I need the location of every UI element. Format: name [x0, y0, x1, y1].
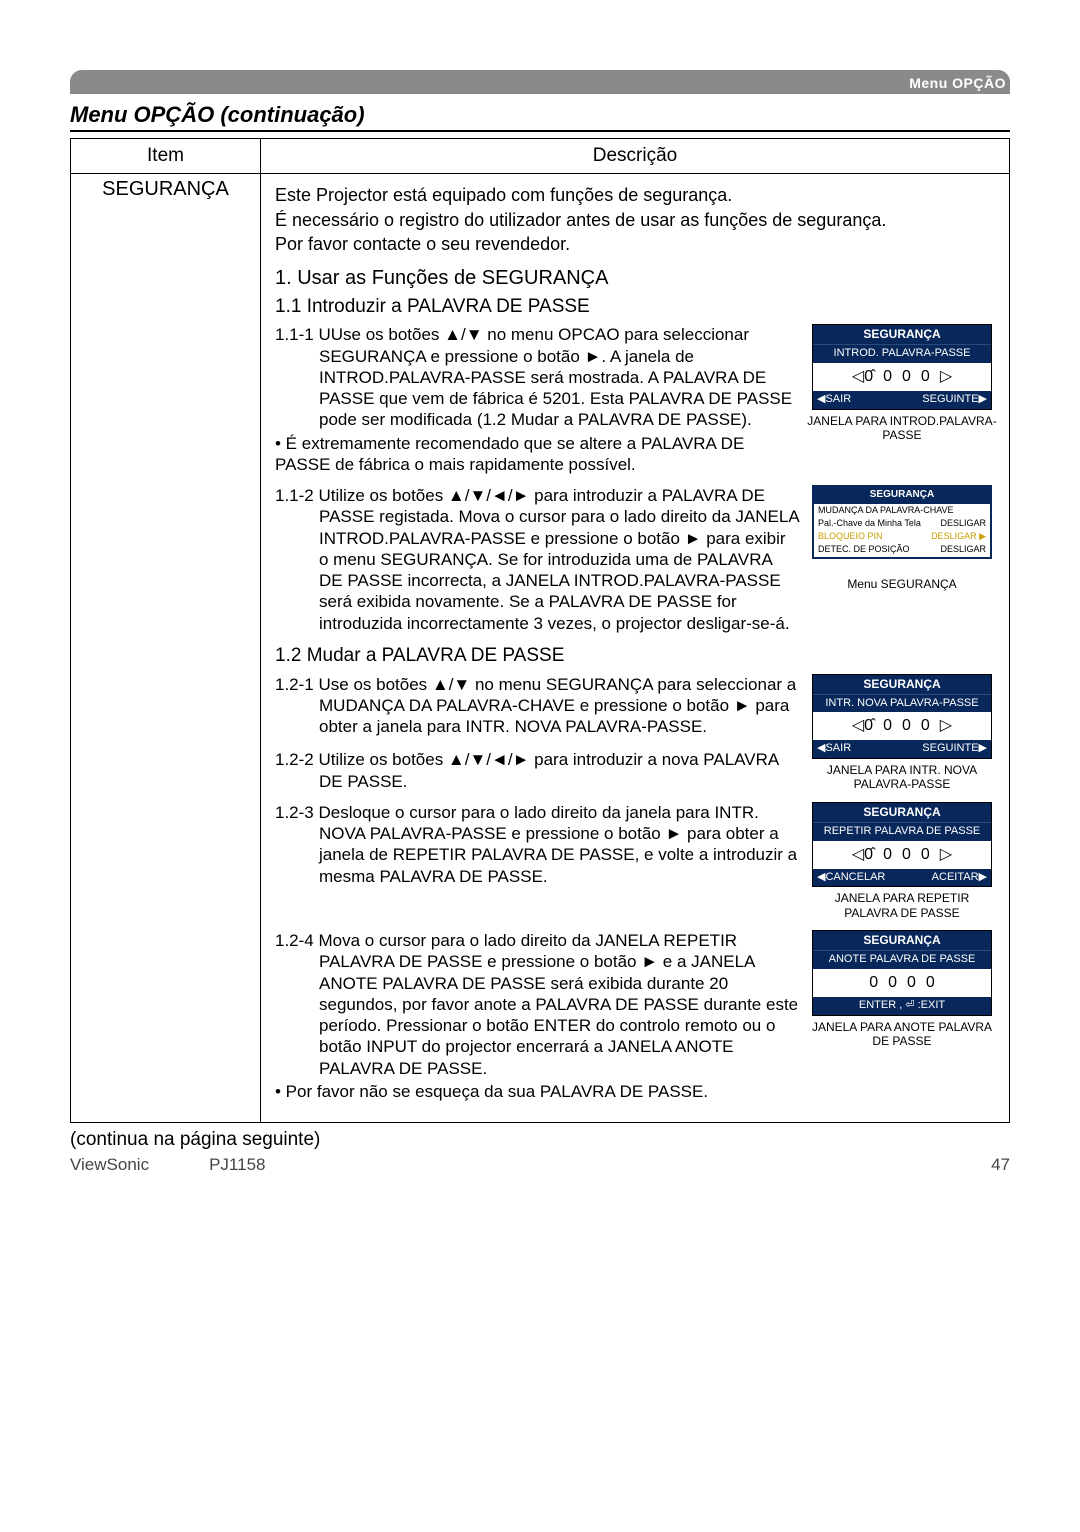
- menu-badge: Menu OPÇÃO: [909, 75, 1006, 91]
- step-text: Desloque o cursor para o lado direito da…: [318, 803, 797, 886]
- w-title: SEGURANÇA: [813, 325, 991, 344]
- widget-introd-passe: SEGURANÇA INTROD. PALAVRA-PASSE ◁0̂ 0 0 …: [812, 324, 992, 410]
- header-bar: Menu OPÇÃO: [70, 70, 1010, 94]
- heading-1-2: 1.2 Mudar a PALAVRA DE PASSE: [275, 644, 997, 668]
- step-num: 1.2-2: [275, 750, 314, 769]
- footer-model: PJ1158: [209, 1155, 265, 1175]
- w-caption: JANELA PARA INTROD.PALAVRA-PASSE: [807, 414, 997, 443]
- section-title: Menu OPÇÃO (continuação): [70, 102, 1010, 132]
- widget-anote-passe: SEGURANÇA ANOTE PALAVRA DE PASSE 0 0 0 0…: [812, 930, 992, 1016]
- main-table: Item Descrição SEGURANÇA Este Projector …: [70, 138, 1010, 1123]
- step-bullet: • É extremamente recomendado que se alte…: [275, 433, 799, 476]
- desc-cell: Este Projector está equipado com funções…: [261, 174, 1010, 1123]
- w-digits: ◁0̂ 0 0 0▷: [813, 363, 991, 391]
- step-text: Use os botões ▲/▼ no menu SEGURANÇA para…: [318, 675, 796, 737]
- intro-l2: É necessário o registro do utilizador an…: [275, 209, 997, 232]
- step-text: Mova o cursor para o lado direito da JAN…: [318, 931, 798, 1078]
- footer-brand: ViewSonic: [70, 1155, 149, 1175]
- step-1-2-3: 1.2-3 Desloque o cursor para o lado dire…: [275, 802, 997, 920]
- intro-l3: Por favor contacte o seu revendedor.: [275, 233, 997, 256]
- step-1-2-1: 1.2-1 Use os botões ▲/▼ no menu SEGURANÇ…: [275, 674, 997, 792]
- col-desc: Descrição: [261, 139, 1010, 174]
- m-title: SEGURANÇA: [814, 487, 990, 504]
- step-1-2-4: 1.2-4 Mova o cursor para o lado direito …: [275, 930, 997, 1102]
- m-caption: Menu SEGURANÇA: [807, 577, 997, 591]
- step-num: 1.2-3: [275, 803, 314, 822]
- w-right: SEGUINTE▶: [902, 391, 991, 409]
- widget-nova-passe: SEGURANÇA INTR. NOVA PALAVRA-PASSE ◁0̂ 0…: [812, 674, 992, 760]
- w-left: ◀SAIR: [813, 391, 902, 409]
- heading-1-1: 1.1 Introduzir a PALAVRA DE PASSE: [275, 295, 997, 319]
- item-cell: SEGURANÇA: [71, 174, 261, 1123]
- widget-menu-seguranca: SEGURANÇA MUDANÇA DA PALAVRA-CHAVE Pal.-…: [812, 485, 992, 559]
- step-num: 1.1-1: [275, 325, 314, 344]
- step-text: UUse os botões ▲/▼ no menu OPCAO para se…: [318, 325, 792, 429]
- col-item: Item: [71, 139, 261, 174]
- step-1-1-1: 1.1-1 UUse os botões ▲/▼ no menu OPCAO p…: [275, 324, 997, 475]
- w-sub: INTROD. PALAVRA-PASSE: [813, 344, 991, 363]
- final-bullet: • Por favor não se esqueça da sua PALAVR…: [275, 1081, 799, 1102]
- step-text: Utilize os botões ▲/▼/◄/► para introduzi…: [318, 486, 798, 633]
- widget-repetir-passe: SEGURANÇA REPETIR PALAVRA DE PASSE ◁0̂ 0…: [812, 802, 992, 888]
- step-num: 1.2-1: [275, 675, 314, 694]
- step-1-1-2: 1.1-2 Utilize os botões ▲/▼/◄/► para int…: [275, 485, 997, 634]
- intro-block: Este Projector está equipado com funções…: [275, 184, 997, 256]
- step-text: Utilize os botões ▲/▼/◄/► para introduzi…: [318, 750, 778, 790]
- continue-note: (continua na página seguinte): [70, 1129, 1010, 1151]
- heading-1: 1. Usar as Funções de SEGURANÇA: [275, 266, 997, 291]
- intro-l1: Este Projector está equipado com funções…: [275, 184, 997, 207]
- step-num: 1.2-4: [275, 931, 314, 950]
- page-footer: ViewSonic PJ1158 47: [70, 1155, 1010, 1175]
- step-num: 1.1-2: [275, 486, 314, 505]
- footer-page: 47: [991, 1155, 1010, 1175]
